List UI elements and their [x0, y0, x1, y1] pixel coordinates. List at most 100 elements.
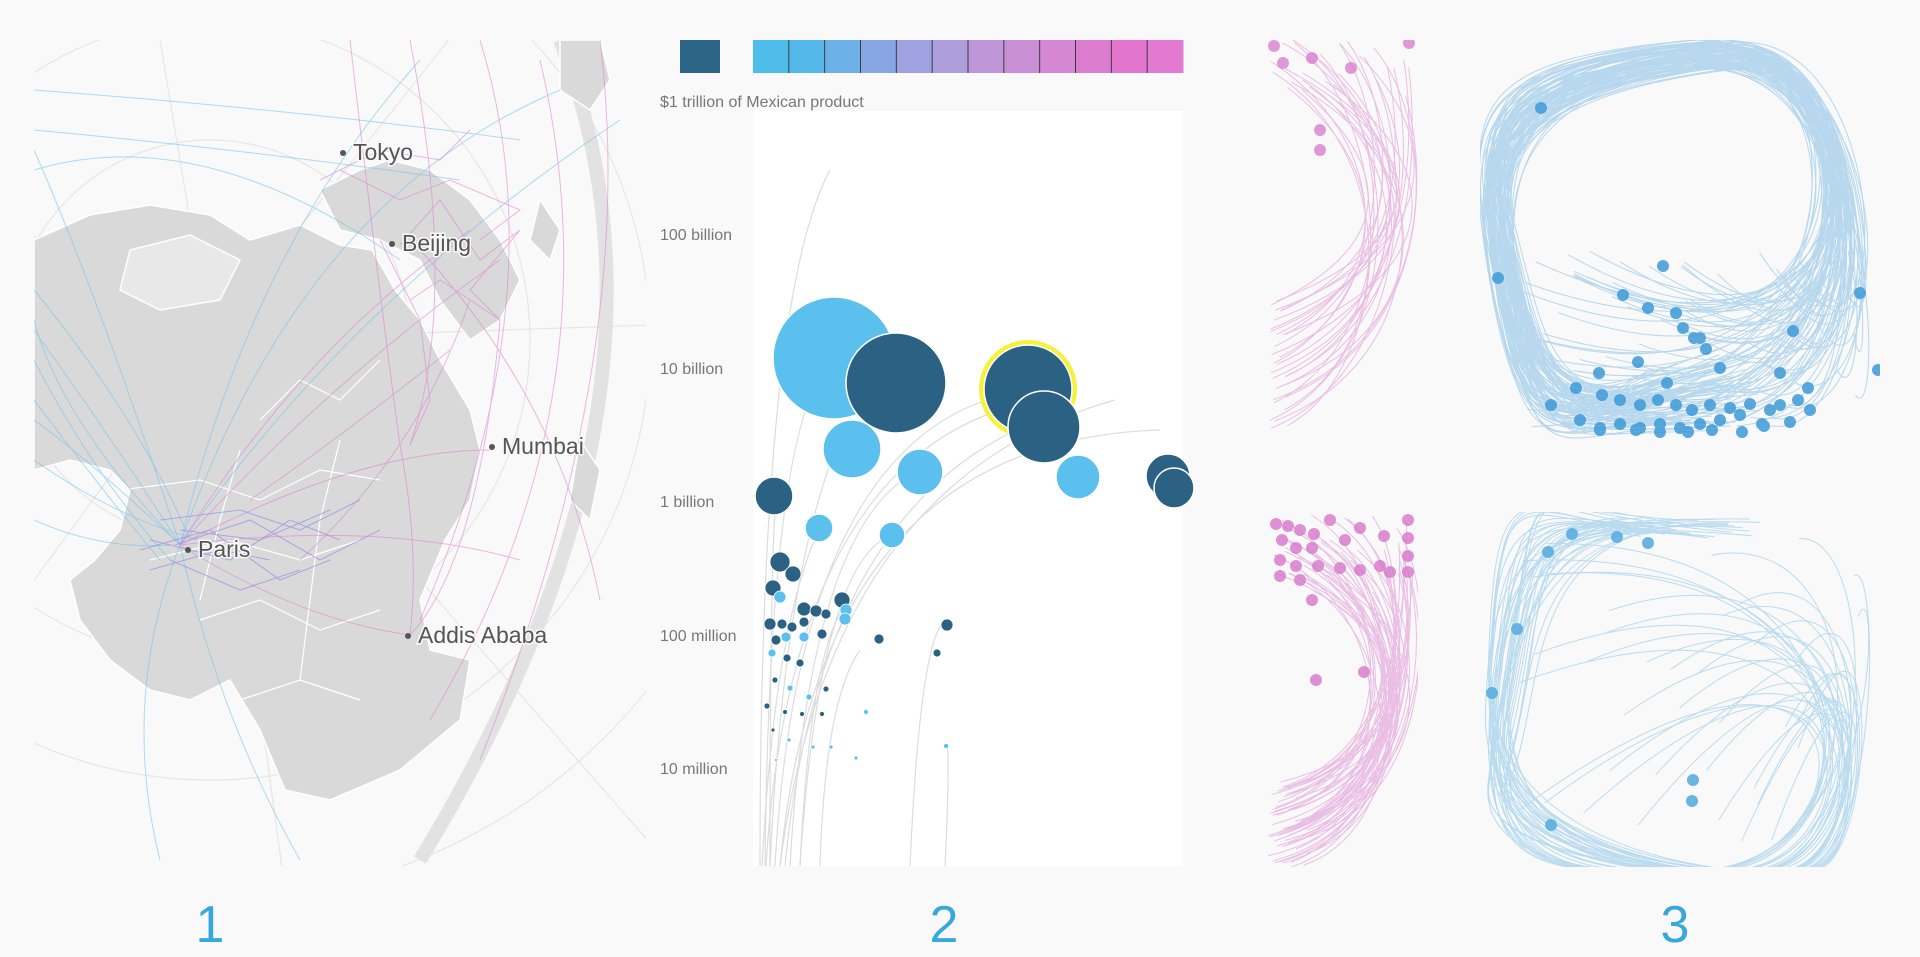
legend-scale-step [860, 40, 897, 73]
bubble [845, 332, 947, 434]
loop-line [1270, 79, 1387, 374]
loop-line [1303, 564, 1388, 866]
loop-line [1500, 54, 1840, 388]
axis-label-10-billion: 10 billion [660, 361, 723, 378]
panel-2-bubbles: $1 trillion of Mexican product 100 billi… [660, 40, 1195, 867]
bubble [782, 653, 792, 663]
loop-point [1704, 399, 1716, 411]
loop-point [1632, 356, 1644, 368]
loop-line [1276, 42, 1392, 389]
loop-line [1488, 56, 1833, 421]
loop-point [1734, 409, 1746, 421]
loop-line [1503, 41, 1866, 419]
panel-number-1: 1 [196, 896, 225, 954]
legend-scale-step [1003, 40, 1041, 73]
loop-line [1507, 47, 1827, 404]
bubble [853, 755, 859, 761]
loop-line [1504, 49, 1853, 402]
bubble [754, 476, 794, 516]
loop-point [1642, 302, 1654, 314]
panel-numbers: 1 2 3 [196, 896, 1690, 954]
bubble [896, 448, 944, 496]
loop-line [1493, 47, 1831, 420]
bubble [1153, 467, 1195, 509]
loop-point [1872, 364, 1880, 376]
loop-blue-top [1480, 40, 1880, 439]
loop-point [1402, 532, 1414, 544]
loop-point [1374, 560, 1386, 572]
loop-point [1756, 418, 1768, 430]
loop-line [1289, 572, 1382, 867]
loop-point [1804, 404, 1816, 416]
loop-line [1491, 524, 1870, 867]
loop-point [1593, 367, 1605, 379]
flows-purple [139, 499, 381, 591]
loop-point [1686, 795, 1698, 807]
loop-point [1686, 404, 1698, 416]
loop-point [1630, 424, 1642, 436]
loop-line [1499, 41, 1835, 399]
loop-line [1495, 517, 1826, 867]
loop-line [1493, 47, 1833, 405]
loop-line [1480, 40, 1835, 422]
loop-line [1499, 523, 1827, 867]
bubble [795, 658, 805, 668]
loop-line [1497, 54, 1838, 426]
loop-line [1270, 563, 1386, 838]
loop-line [1488, 512, 1856, 867]
loop-point [1700, 343, 1712, 355]
loop-line [1487, 46, 1821, 398]
loop-line [1288, 556, 1401, 836]
axis-labels: 100 billion 10 billion 1 billion 100 mil… [660, 227, 736, 778]
loop-line [1506, 61, 1847, 429]
loop-line [1503, 44, 1867, 414]
loop-line [1277, 542, 1401, 803]
loop-point [1854, 287, 1866, 299]
loop-line [1273, 47, 1417, 401]
loop-point [1545, 819, 1557, 831]
loop-line [1272, 540, 1375, 811]
loop-line [1485, 51, 1837, 426]
loop-point [1277, 57, 1289, 69]
city-labels: Tokyo Beijing Mumbai Paris Addis Ababa [197, 138, 586, 650]
loop-point [1642, 537, 1654, 549]
loop-line [1278, 577, 1387, 836]
loop-line [1272, 559, 1406, 816]
loop-line [1490, 512, 1832, 867]
legend-scale-step [968, 40, 1005, 73]
loop-line [1498, 46, 1823, 416]
loop-line [1484, 44, 1828, 389]
loop-point [1714, 362, 1726, 374]
loop-line [1498, 63, 1825, 412]
bubble [786, 621, 798, 633]
loop-point [1682, 426, 1694, 438]
loop-line [1491, 42, 1838, 405]
loop-line [1285, 95, 1418, 398]
loop-line [1299, 574, 1393, 826]
loop-line [1488, 524, 1849, 867]
bubble [822, 419, 882, 479]
loop-line [1280, 573, 1392, 863]
loop-line [1493, 55, 1838, 408]
bubble [770, 634, 782, 646]
loop-line [1493, 41, 1831, 415]
loop-line [1480, 49, 1856, 428]
city-dot-addis-ababa [405, 633, 411, 639]
loop-line [1499, 522, 1820, 867]
loop-line [1487, 64, 1869, 397]
loop-point [1492, 272, 1504, 284]
loop-line [1496, 56, 1834, 399]
loop-line [1269, 60, 1379, 421]
loop-line [1492, 67, 1846, 412]
legend-scale-step [788, 40, 826, 73]
loop-line [1492, 518, 1844, 867]
loop-line [1285, 67, 1413, 377]
loop-point [1617, 289, 1629, 301]
loop-line [1508, 65, 1844, 411]
loop-point [1774, 367, 1786, 379]
axis-label-1-billion: 1 billion [660, 494, 714, 511]
loop-line [1480, 68, 1842, 400]
loop-line [1505, 66, 1827, 395]
flows-blue [34, 59, 621, 861]
loop-pink-top [1268, 40, 1418, 429]
